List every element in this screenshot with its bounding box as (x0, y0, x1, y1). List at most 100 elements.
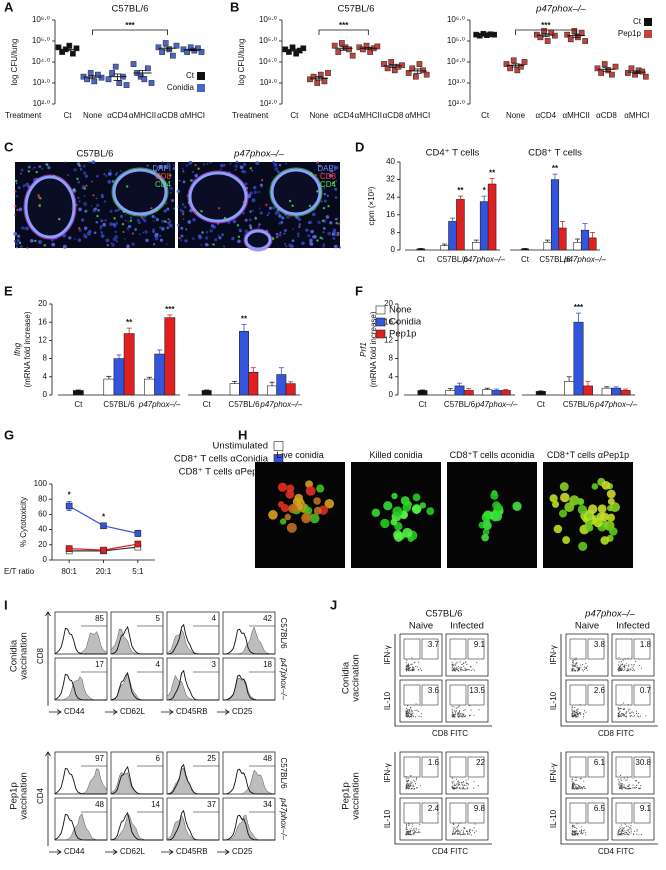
gate-percentage: 3 (212, 660, 217, 669)
event (575, 663, 577, 665)
data-point (73, 45, 80, 52)
nucleus (277, 211, 281, 215)
nucleus (309, 238, 313, 243)
gate (421, 638, 439, 660)
significance-label: *** (125, 21, 135, 30)
event (462, 784, 464, 786)
nucleus (253, 185, 257, 190)
nucleus (325, 215, 330, 219)
event (633, 664, 635, 666)
nucleus (142, 231, 145, 234)
y-tick-label: 10³·⁰ (260, 78, 277, 87)
bar (454, 385, 465, 396)
gate (569, 684, 587, 706)
event (574, 669, 576, 671)
marker-label: CD62L (120, 847, 145, 856)
significance-label: * (102, 513, 106, 522)
bar (416, 248, 426, 251)
data-point (162, 40, 169, 46)
cd4-cell (72, 188, 75, 192)
event (575, 716, 578, 718)
cd4-cell (121, 222, 125, 226)
nucleus (320, 200, 324, 203)
nucleus (205, 236, 209, 240)
cd4-cell (78, 164, 81, 168)
y-tick-label: 8 (391, 228, 396, 237)
data-point (100, 522, 107, 530)
gate (467, 756, 485, 778)
gate (633, 756, 651, 778)
conidium (558, 509, 568, 518)
nucleus (206, 162, 209, 165)
data-point (116, 80, 123, 86)
event (583, 785, 585, 788)
gate (449, 684, 467, 706)
event (408, 833, 410, 835)
x-tick-label: p47phox–/– (462, 255, 505, 264)
nucleus (332, 228, 337, 232)
event (407, 831, 409, 833)
event (633, 712, 635, 714)
event (452, 669, 454, 671)
legend-label: Unstimulated (213, 441, 268, 452)
nucleus (76, 162, 81, 166)
event (465, 669, 467, 671)
nucleus (183, 205, 187, 209)
event (623, 786, 625, 788)
event (457, 832, 459, 834)
nucleus (309, 242, 314, 246)
event (626, 788, 628, 790)
nucleus (323, 199, 327, 203)
nucleus (93, 231, 97, 235)
bar (248, 371, 259, 396)
cd8-cell (71, 207, 74, 210)
event (417, 661, 419, 663)
data-point (374, 43, 381, 50)
event (571, 783, 573, 785)
event (577, 787, 579, 790)
legend-swatch (197, 84, 205, 92)
nucleus (144, 230, 148, 234)
cytokine-label: IFN-γ (383, 645, 392, 665)
x-tick-label: 80:1 (61, 567, 77, 576)
event (627, 825, 629, 827)
event (458, 712, 460, 714)
event (638, 781, 640, 783)
event (461, 669, 463, 671)
event (630, 714, 632, 717)
conidium (301, 513, 312, 524)
histogram-control (166, 669, 219, 701)
gate (449, 756, 467, 778)
panel-letter: J (330, 597, 337, 612)
event (571, 665, 573, 667)
bar (558, 227, 567, 251)
event (413, 831, 416, 833)
significance-label: ** (126, 318, 133, 327)
y-axis-label: log CFU/lung (10, 39, 19, 86)
nucleus (78, 207, 82, 212)
nucleus (312, 234, 317, 239)
event (465, 661, 467, 663)
marker-label: CD25 (232, 847, 253, 856)
event (629, 712, 631, 714)
event (415, 665, 417, 667)
event (576, 670, 578, 672)
event (458, 706, 460, 708)
nucleus (97, 208, 100, 212)
x-tick-label: αCD8 (383, 111, 404, 120)
event (462, 834, 464, 836)
event (407, 663, 409, 665)
nucleus (116, 240, 118, 243)
cd4-cell (96, 214, 99, 218)
nucleus (292, 228, 294, 231)
event (574, 826, 576, 829)
event (575, 833, 577, 835)
histogram-control (110, 811, 163, 841)
nucleus (127, 221, 130, 223)
nucleus (204, 243, 209, 247)
event (624, 830, 626, 832)
event (623, 786, 625, 789)
nucleus (78, 228, 82, 232)
event (415, 779, 418, 781)
cd4-cell (288, 199, 292, 203)
